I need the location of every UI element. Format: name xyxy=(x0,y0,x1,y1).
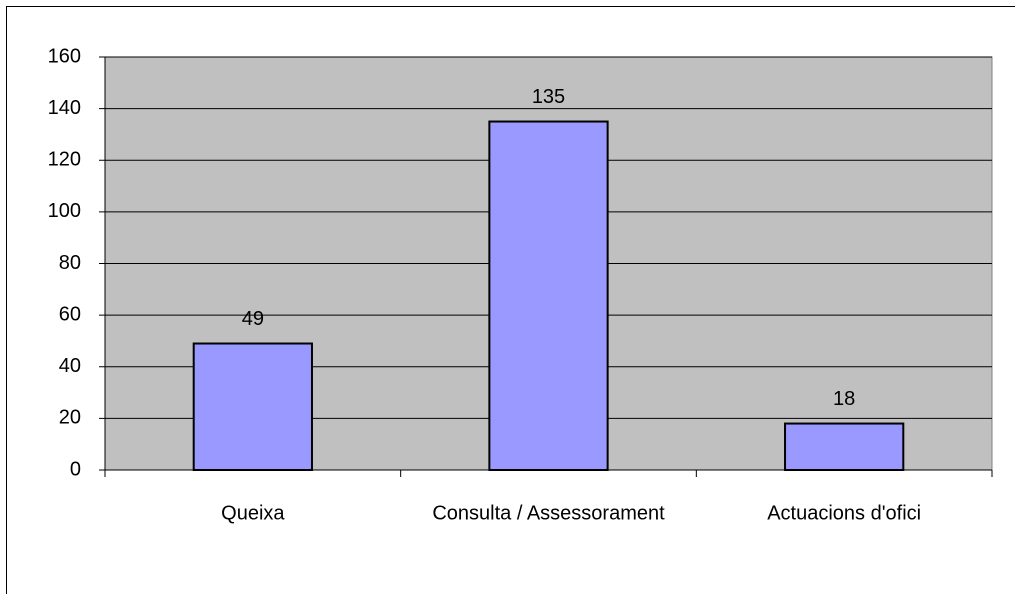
data-label: 49 xyxy=(242,308,264,330)
x-tick-label: Consulta / Assessorament xyxy=(432,502,665,524)
x-tick-label: Queixa xyxy=(221,502,285,524)
y-tick-label: 40 xyxy=(59,355,81,377)
x-tick-label: Actuacions d'ofici xyxy=(767,502,921,524)
y-tick-label: 120 xyxy=(48,149,81,171)
y-tick-label: 60 xyxy=(59,303,81,325)
data-label: 18 xyxy=(833,388,855,410)
bar xyxy=(784,422,905,472)
y-tick-label: 80 xyxy=(59,252,81,274)
y-tick-label: 100 xyxy=(48,200,81,222)
y-tick-label: 140 xyxy=(48,97,81,119)
bar xyxy=(192,342,313,471)
y-tick-label: 20 xyxy=(59,407,81,429)
bar xyxy=(488,120,609,471)
data-label: 135 xyxy=(532,86,565,108)
y-tick-label: 0 xyxy=(70,458,81,480)
y-tick-label: 160 xyxy=(48,45,81,67)
